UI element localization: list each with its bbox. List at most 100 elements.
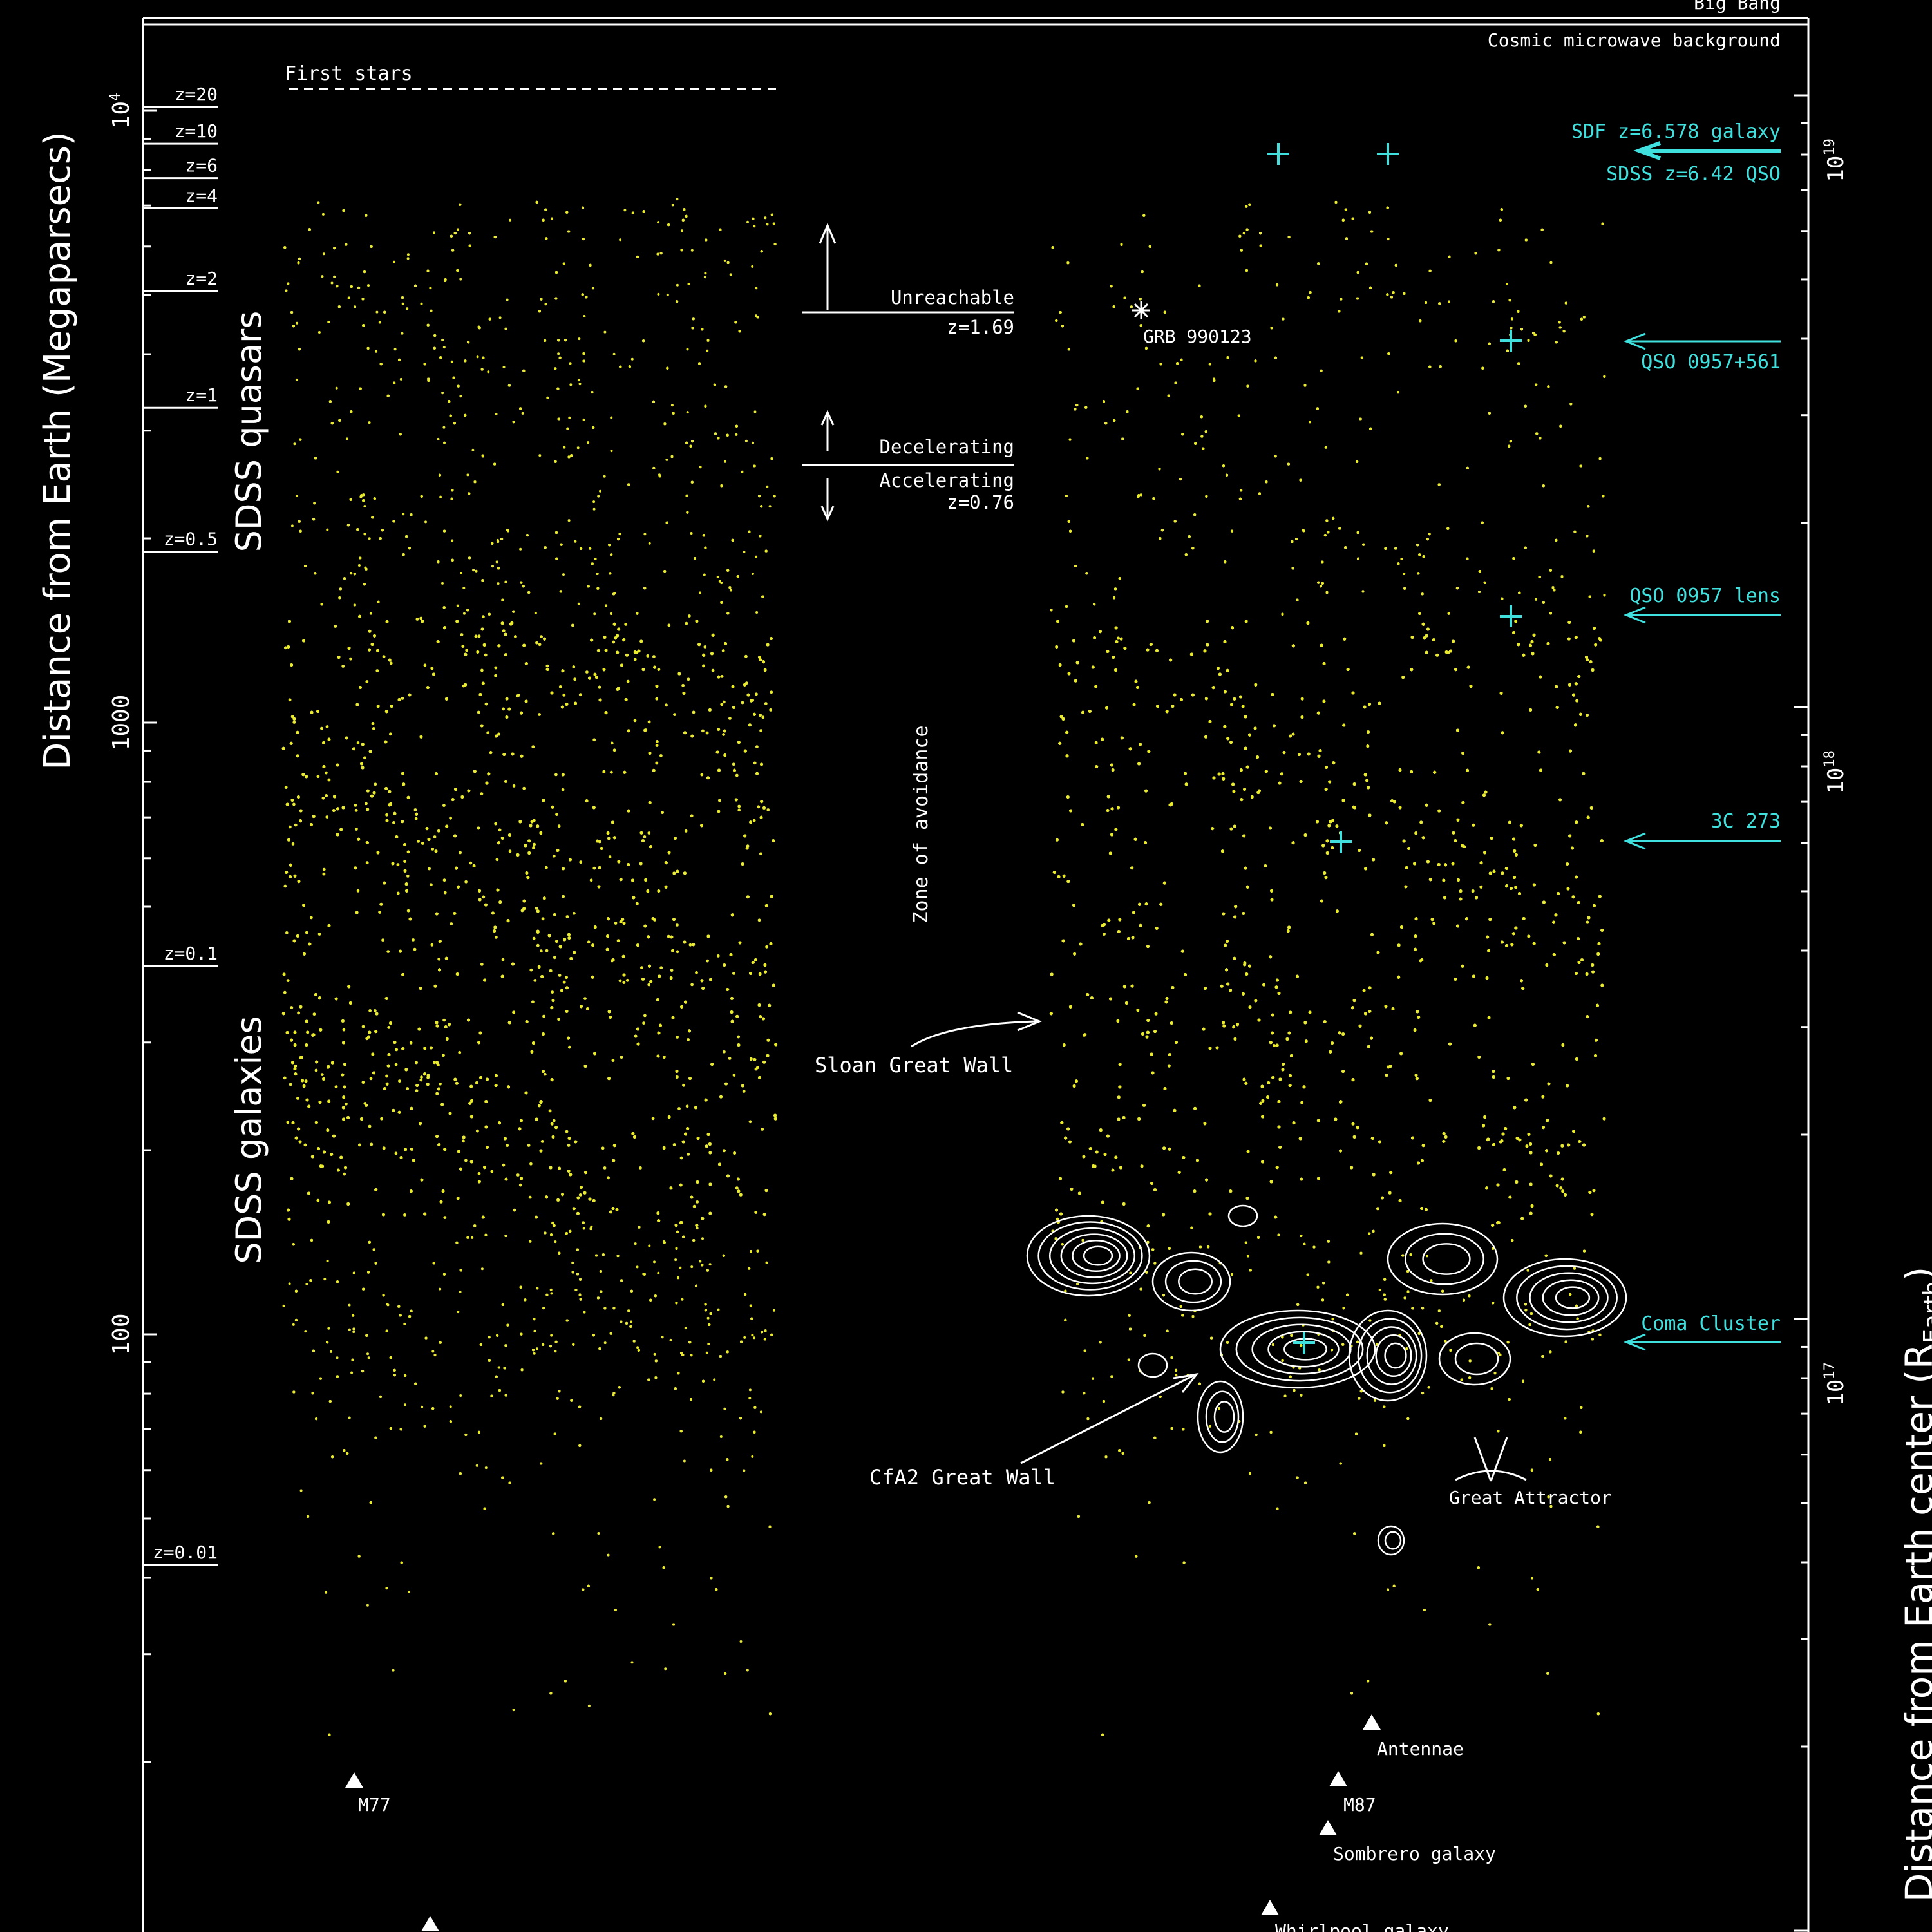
galaxy-point bbox=[562, 980, 566, 984]
galaxy-point bbox=[636, 1346, 639, 1349]
galaxy-point bbox=[759, 1410, 762, 1414]
galaxy-point bbox=[430, 943, 434, 947]
galaxy-point bbox=[718, 580, 721, 583]
galaxy-point bbox=[643, 835, 647, 838]
galaxy-point bbox=[495, 936, 498, 939]
galaxy-point bbox=[706, 1316, 710, 1320]
galaxy-point bbox=[527, 1144, 531, 1147]
galaxy-point bbox=[622, 981, 626, 984]
galaxy-point bbox=[578, 1193, 582, 1197]
galaxy-point bbox=[371, 722, 375, 725]
galaxy-point bbox=[665, 458, 668, 461]
galaxy-point bbox=[365, 802, 368, 806]
galaxy-point bbox=[473, 1224, 477, 1227]
galaxy-point bbox=[424, 520, 427, 524]
galaxy-point bbox=[728, 1057, 732, 1060]
galaxy-point bbox=[646, 654, 650, 658]
galaxy-point bbox=[674, 1258, 677, 1262]
galaxy-point bbox=[688, 614, 691, 618]
galaxy-point bbox=[469, 861, 473, 865]
galaxy-point bbox=[348, 1328, 351, 1331]
galaxy-point bbox=[292, 721, 296, 724]
galaxy-point bbox=[402, 513, 405, 516]
galaxy-point bbox=[735, 773, 739, 777]
galaxy-point bbox=[386, 1303, 390, 1307]
galaxy-point bbox=[439, 1082, 442, 1086]
galaxy-point bbox=[533, 979, 537, 982]
galaxy-point bbox=[690, 532, 693, 535]
galaxy-point bbox=[406, 1087, 410, 1090]
galaxy-point bbox=[406, 850, 410, 854]
galaxy-point bbox=[593, 612, 596, 616]
galaxy-point bbox=[365, 680, 369, 683]
galaxy-point bbox=[717, 1308, 720, 1311]
galaxy-point bbox=[578, 693, 582, 697]
galaxy-point bbox=[345, 1102, 348, 1106]
galaxy-point bbox=[317, 933, 321, 936]
galaxy-point bbox=[413, 947, 417, 951]
galaxy-point bbox=[679, 1156, 683, 1160]
galaxy-point bbox=[382, 655, 386, 658]
galaxy-point bbox=[462, 612, 466, 615]
galaxy-point bbox=[620, 1320, 623, 1323]
galaxy-point bbox=[325, 725, 329, 728]
galaxy-point bbox=[477, 634, 481, 638]
galaxy-point bbox=[396, 863, 400, 867]
galaxy-point bbox=[687, 1038, 690, 1041]
galaxy-point bbox=[350, 1371, 354, 1374]
galaxy-point bbox=[759, 852, 762, 856]
galaxy-point bbox=[460, 633, 464, 636]
galaxy-point bbox=[667, 934, 670, 938]
galaxy-point bbox=[333, 275, 336, 278]
galaxy-point bbox=[361, 1081, 365, 1084]
galaxy-point bbox=[690, 983, 694, 987]
galaxy-point bbox=[737, 1035, 741, 1039]
galaxy-point bbox=[394, 1151, 398, 1155]
galaxy-point bbox=[456, 604, 459, 607]
galaxy-point bbox=[759, 729, 762, 732]
galaxy-point bbox=[321, 796, 325, 800]
galaxy-point bbox=[498, 828, 502, 832]
galaxy-point bbox=[415, 1061, 418, 1065]
galaxy-point bbox=[669, 1338, 672, 1341]
galaxy-point bbox=[545, 664, 549, 668]
galaxy-point bbox=[486, 731, 490, 735]
galaxy-point bbox=[732, 972, 735, 975]
galaxy-point bbox=[431, 848, 435, 851]
galaxy-point bbox=[480, 1267, 484, 1271]
galaxy-point bbox=[611, 1059, 615, 1062]
galaxy-point bbox=[516, 694, 520, 697]
galaxy-point bbox=[459, 1291, 462, 1294]
galaxy-point bbox=[441, 582, 444, 585]
galaxy-point bbox=[655, 697, 659, 701]
galaxy-point bbox=[724, 460, 726, 463]
galaxy-point bbox=[614, 922, 618, 925]
galaxy-point bbox=[325, 1591, 328, 1594]
galaxy-point bbox=[616, 939, 620, 942]
galaxy-point bbox=[567, 1045, 571, 1049]
galaxy-point bbox=[529, 968, 533, 972]
galaxy-point bbox=[504, 327, 507, 330]
galaxy-point bbox=[618, 979, 622, 983]
galaxy-point bbox=[612, 748, 616, 752]
galaxy-point bbox=[569, 383, 573, 386]
galaxy-point bbox=[386, 950, 390, 953]
galaxy-point bbox=[512, 784, 516, 788]
galaxy-point bbox=[430, 883, 433, 887]
galaxy-point bbox=[739, 1640, 743, 1643]
galaxy-point bbox=[325, 771, 328, 775]
galaxy-point bbox=[464, 880, 468, 884]
galaxy-point bbox=[587, 441, 590, 444]
galaxy-point bbox=[623, 209, 627, 212]
galaxy-point bbox=[548, 1109, 552, 1113]
galaxy-point bbox=[538, 643, 542, 647]
galaxy-point bbox=[378, 911, 381, 914]
galaxy-point bbox=[327, 778, 331, 782]
galaxy-point bbox=[320, 1073, 324, 1076]
galaxy-point bbox=[392, 1669, 395, 1672]
galaxy-point bbox=[348, 1303, 351, 1307]
galaxy-point bbox=[723, 1050, 726, 1054]
galaxy-point bbox=[626, 679, 630, 683]
galaxy-point bbox=[554, 1240, 557, 1244]
